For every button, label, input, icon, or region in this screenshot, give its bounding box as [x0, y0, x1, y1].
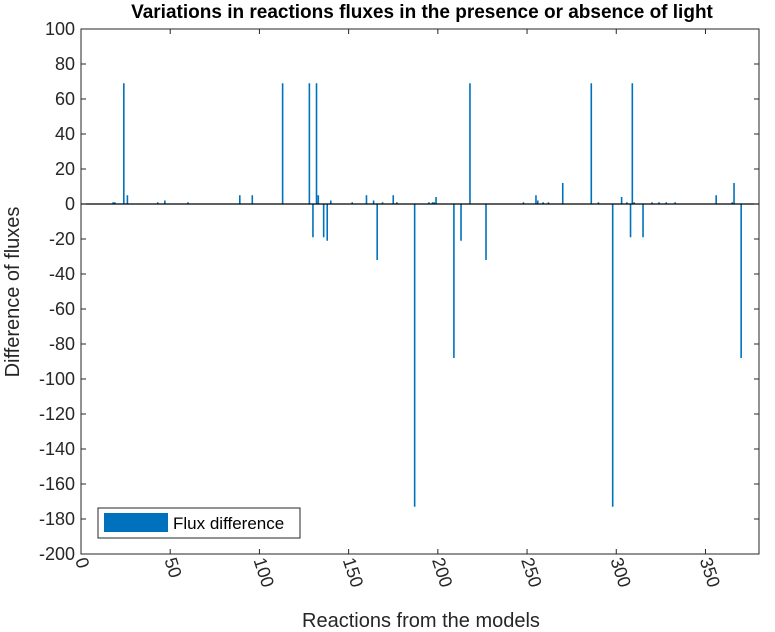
bar	[561, 183, 564, 204]
y-tick-label: 80	[55, 54, 75, 74]
bar	[396, 202, 398, 204]
y-tick-label: -160	[39, 474, 75, 494]
bar	[453, 204, 455, 358]
bar	[460, 204, 462, 241]
legend: Flux difference	[97, 507, 301, 539]
bar	[651, 202, 653, 204]
bar	[238, 195, 241, 204]
y-tick-label: 0	[65, 194, 75, 214]
y-tick-label: 40	[55, 124, 75, 144]
y-tick-label: -200	[39, 544, 75, 564]
y-tick-label: 60	[55, 89, 75, 109]
bar	[392, 195, 395, 204]
bar	[536, 200, 539, 204]
bar	[308, 83, 311, 204]
bar	[326, 204, 329, 241]
bar	[187, 202, 189, 204]
bar	[522, 202, 525, 204]
bar	[731, 202, 734, 204]
y-axis-ticks: 100 80 60 40 20 0 -20 -40 -60 -80 -100 -120 -140 -160…	[39, 19, 759, 564]
bar	[114, 202, 116, 204]
bar	[642, 204, 644, 238]
y-axis-label: Difference of fluxes	[2, 207, 24, 378]
bar	[626, 202, 628, 204]
y-tick-label: -180	[39, 509, 75, 529]
bar	[740, 204, 742, 358]
bar	[164, 200, 166, 204]
bar	[469, 83, 471, 204]
bar	[365, 195, 368, 204]
y-tick-label: 20	[55, 159, 75, 179]
bar	[315, 83, 318, 204]
legend-entry-flux-difference: Flux difference	[173, 514, 284, 533]
bar	[715, 195, 717, 204]
y-tick-label: -100	[39, 369, 75, 389]
y-tick-label: -40	[49, 264, 75, 284]
y-tick-label: -140	[39, 439, 75, 459]
bar	[431, 202, 434, 204]
bar	[629, 204, 632, 238]
legend-swatch	[104, 513, 168, 532]
bar	[674, 202, 676, 204]
chart-title: Variations in reactions fluxes in the pr…	[131, 2, 713, 23]
bar	[658, 202, 660, 204]
bar-series-flux-difference	[81, 83, 759, 507]
bar	[112, 202, 114, 204]
bar	[428, 202, 430, 204]
bar	[620, 197, 623, 204]
bar	[312, 204, 314, 238]
bar	[372, 200, 375, 204]
bar	[317, 195, 320, 204]
bar	[485, 204, 487, 260]
plot-area	[80, 28, 760, 555]
bar	[126, 195, 129, 204]
bar	[156, 202, 159, 204]
bar	[381, 202, 384, 204]
plot-frame	[80, 28, 760, 555]
bar	[590, 83, 593, 204]
y-tick-label: -120	[39, 404, 75, 424]
bar	[376, 204, 378, 260]
bar	[435, 197, 437, 204]
bar	[322, 204, 325, 238]
bar	[733, 183, 735, 204]
bar	[123, 83, 125, 204]
y-tick-label: -80	[49, 334, 75, 354]
bar	[433, 202, 436, 204]
bar	[542, 202, 544, 204]
x-axis-label: Reactions from the models	[302, 610, 540, 632]
bar	[251, 195, 254, 204]
y-tick-label: 100	[45, 19, 75, 39]
bar	[351, 202, 353, 204]
bar	[329, 200, 332, 204]
bar	[413, 204, 416, 507]
bar	[281, 83, 284, 204]
y-tick-label: -60	[49, 299, 75, 319]
bar	[631, 83, 634, 204]
bar	[547, 202, 550, 204]
bar	[665, 202, 668, 204]
bar	[633, 202, 635, 204]
bar	[611, 204, 614, 507]
bar	[597, 202, 600, 204]
y-tick-label: -20	[49, 229, 75, 249]
bar	[535, 195, 537, 204]
